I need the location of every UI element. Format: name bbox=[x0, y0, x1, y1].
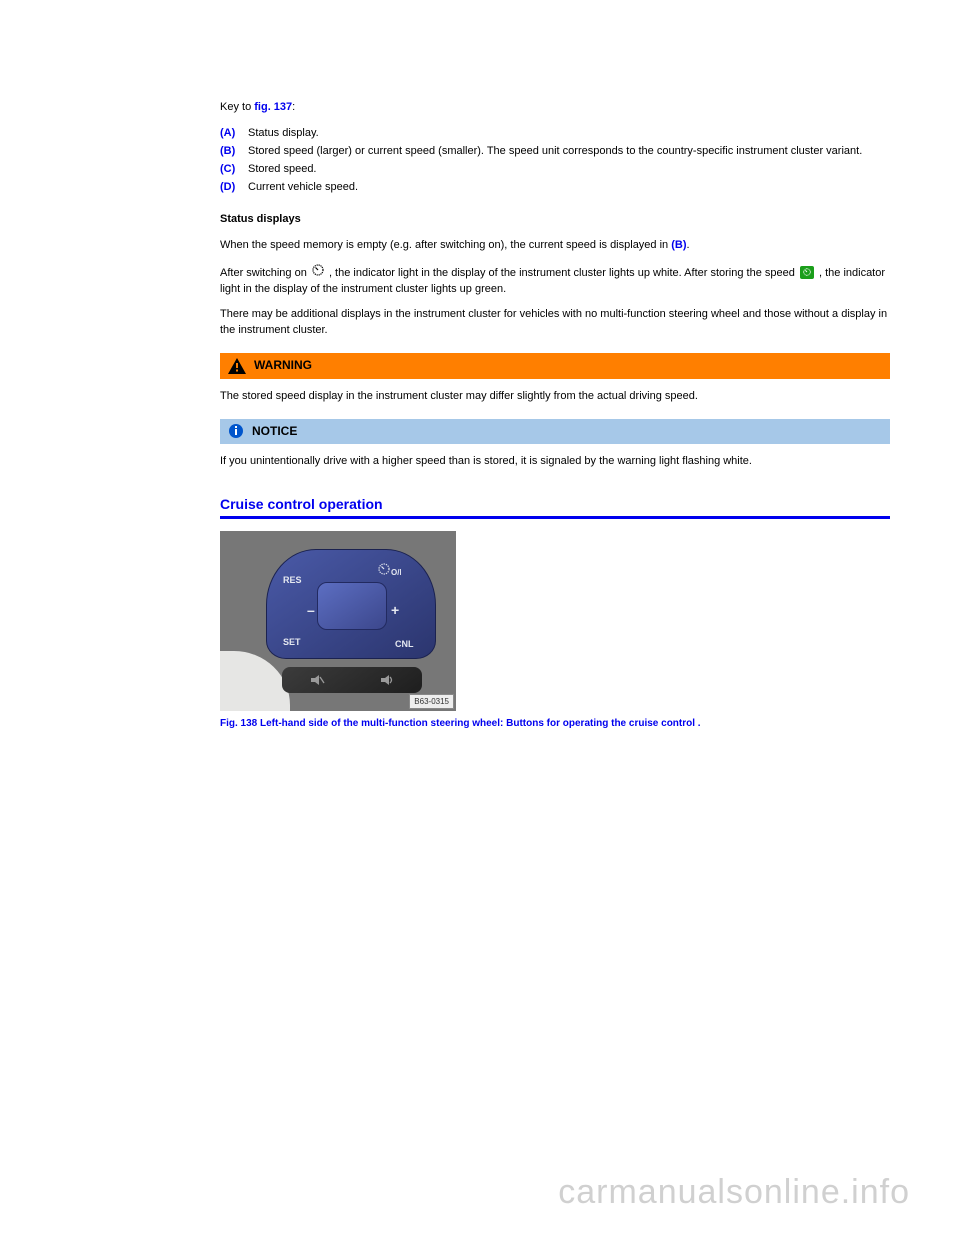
watermark: carmanualsonline.info bbox=[558, 1173, 910, 1212]
minus-label: – bbox=[307, 600, 315, 620]
seat-corner bbox=[220, 651, 290, 711]
legend-text-d: Current vehicle speed. bbox=[248, 180, 358, 196]
steering-wheel-figure: RES SET CNL – + O/I B63-0315 bbox=[220, 531, 456, 711]
status-para-1: When the speed memory is empty (e.g. aft… bbox=[220, 238, 890, 254]
legend-label-d: (D) bbox=[220, 180, 248, 196]
legend-label-c: (C) bbox=[220, 162, 248, 178]
rocker-button bbox=[317, 582, 387, 630]
legend-text-c: Stored speed. bbox=[248, 162, 317, 178]
plus-label: + bbox=[391, 600, 399, 620]
set-label: SET bbox=[283, 636, 301, 649]
section-title: Cruise control operation bbox=[220, 494, 890, 519]
status-para-2b: , the indicator light in the display of … bbox=[329, 266, 798, 278]
lower-rocker bbox=[282, 667, 422, 693]
legend-text-a: Status display. bbox=[248, 126, 319, 142]
warning-triangle-icon bbox=[228, 358, 246, 374]
legend-item: (D) Current vehicle speed. bbox=[220, 180, 890, 196]
status-heading: Status displays bbox=[220, 212, 890, 228]
button-pad: RES SET CNL – + O/I bbox=[266, 549, 436, 659]
legend-item: (B) Stored speed (larger) or current spe… bbox=[220, 144, 890, 160]
warning-box: WARNING bbox=[220, 353, 890, 378]
figure-caption: Fig. 138 Left-hand side of the multi-fun… bbox=[220, 717, 890, 732]
warning-header: WARNING bbox=[220, 353, 890, 378]
vol-down-icon bbox=[309, 674, 325, 686]
legend-text-b: Stored speed (larger) or current speed (… bbox=[248, 144, 862, 160]
notice-circle-icon bbox=[228, 423, 244, 439]
legend-item: (C) Stored speed. bbox=[220, 162, 890, 178]
cruise-badge-icon bbox=[800, 266, 814, 280]
legend-label-a: (A) bbox=[220, 126, 248, 142]
cnl-label: CNL bbox=[395, 638, 414, 651]
warning-text: The stored speed display in the instrume… bbox=[220, 389, 890, 405]
notice-header: NOTICE bbox=[220, 419, 890, 444]
vol-up-icon bbox=[379, 674, 395, 686]
status-para-1b: . bbox=[687, 239, 690, 251]
svg-text:O/I: O/I bbox=[391, 568, 401, 577]
ref-b: (B) bbox=[671, 239, 686, 251]
legend-ref: fig. 137 bbox=[254, 101, 292, 113]
status-para-2: After switching on , the indicator light… bbox=[220, 264, 890, 298]
legend-label-b: (B) bbox=[220, 144, 248, 160]
status-para-3: There may be additional displays in the … bbox=[220, 307, 890, 339]
status-para-1a: When the speed memory is empty (e.g. aft… bbox=[220, 239, 668, 251]
power-icon: O/I bbox=[377, 562, 401, 582]
figure-tag: B63-0315 bbox=[409, 694, 454, 710]
warning-label: WARNING bbox=[254, 357, 312, 374]
notice-text: If you unintentionally drive with a high… bbox=[220, 454, 890, 470]
status-para-2a: After switching on bbox=[220, 266, 310, 278]
notice-label: NOTICE bbox=[252, 423, 297, 440]
legend-item: (A) Status display. bbox=[220, 126, 890, 142]
legend-ref-suffix: : bbox=[292, 101, 295, 113]
notice-box: NOTICE bbox=[220, 419, 890, 444]
res-label: RES bbox=[283, 574, 302, 587]
speedometer-icon bbox=[312, 264, 324, 282]
legend-ref-prefix: Key to bbox=[220, 101, 254, 113]
